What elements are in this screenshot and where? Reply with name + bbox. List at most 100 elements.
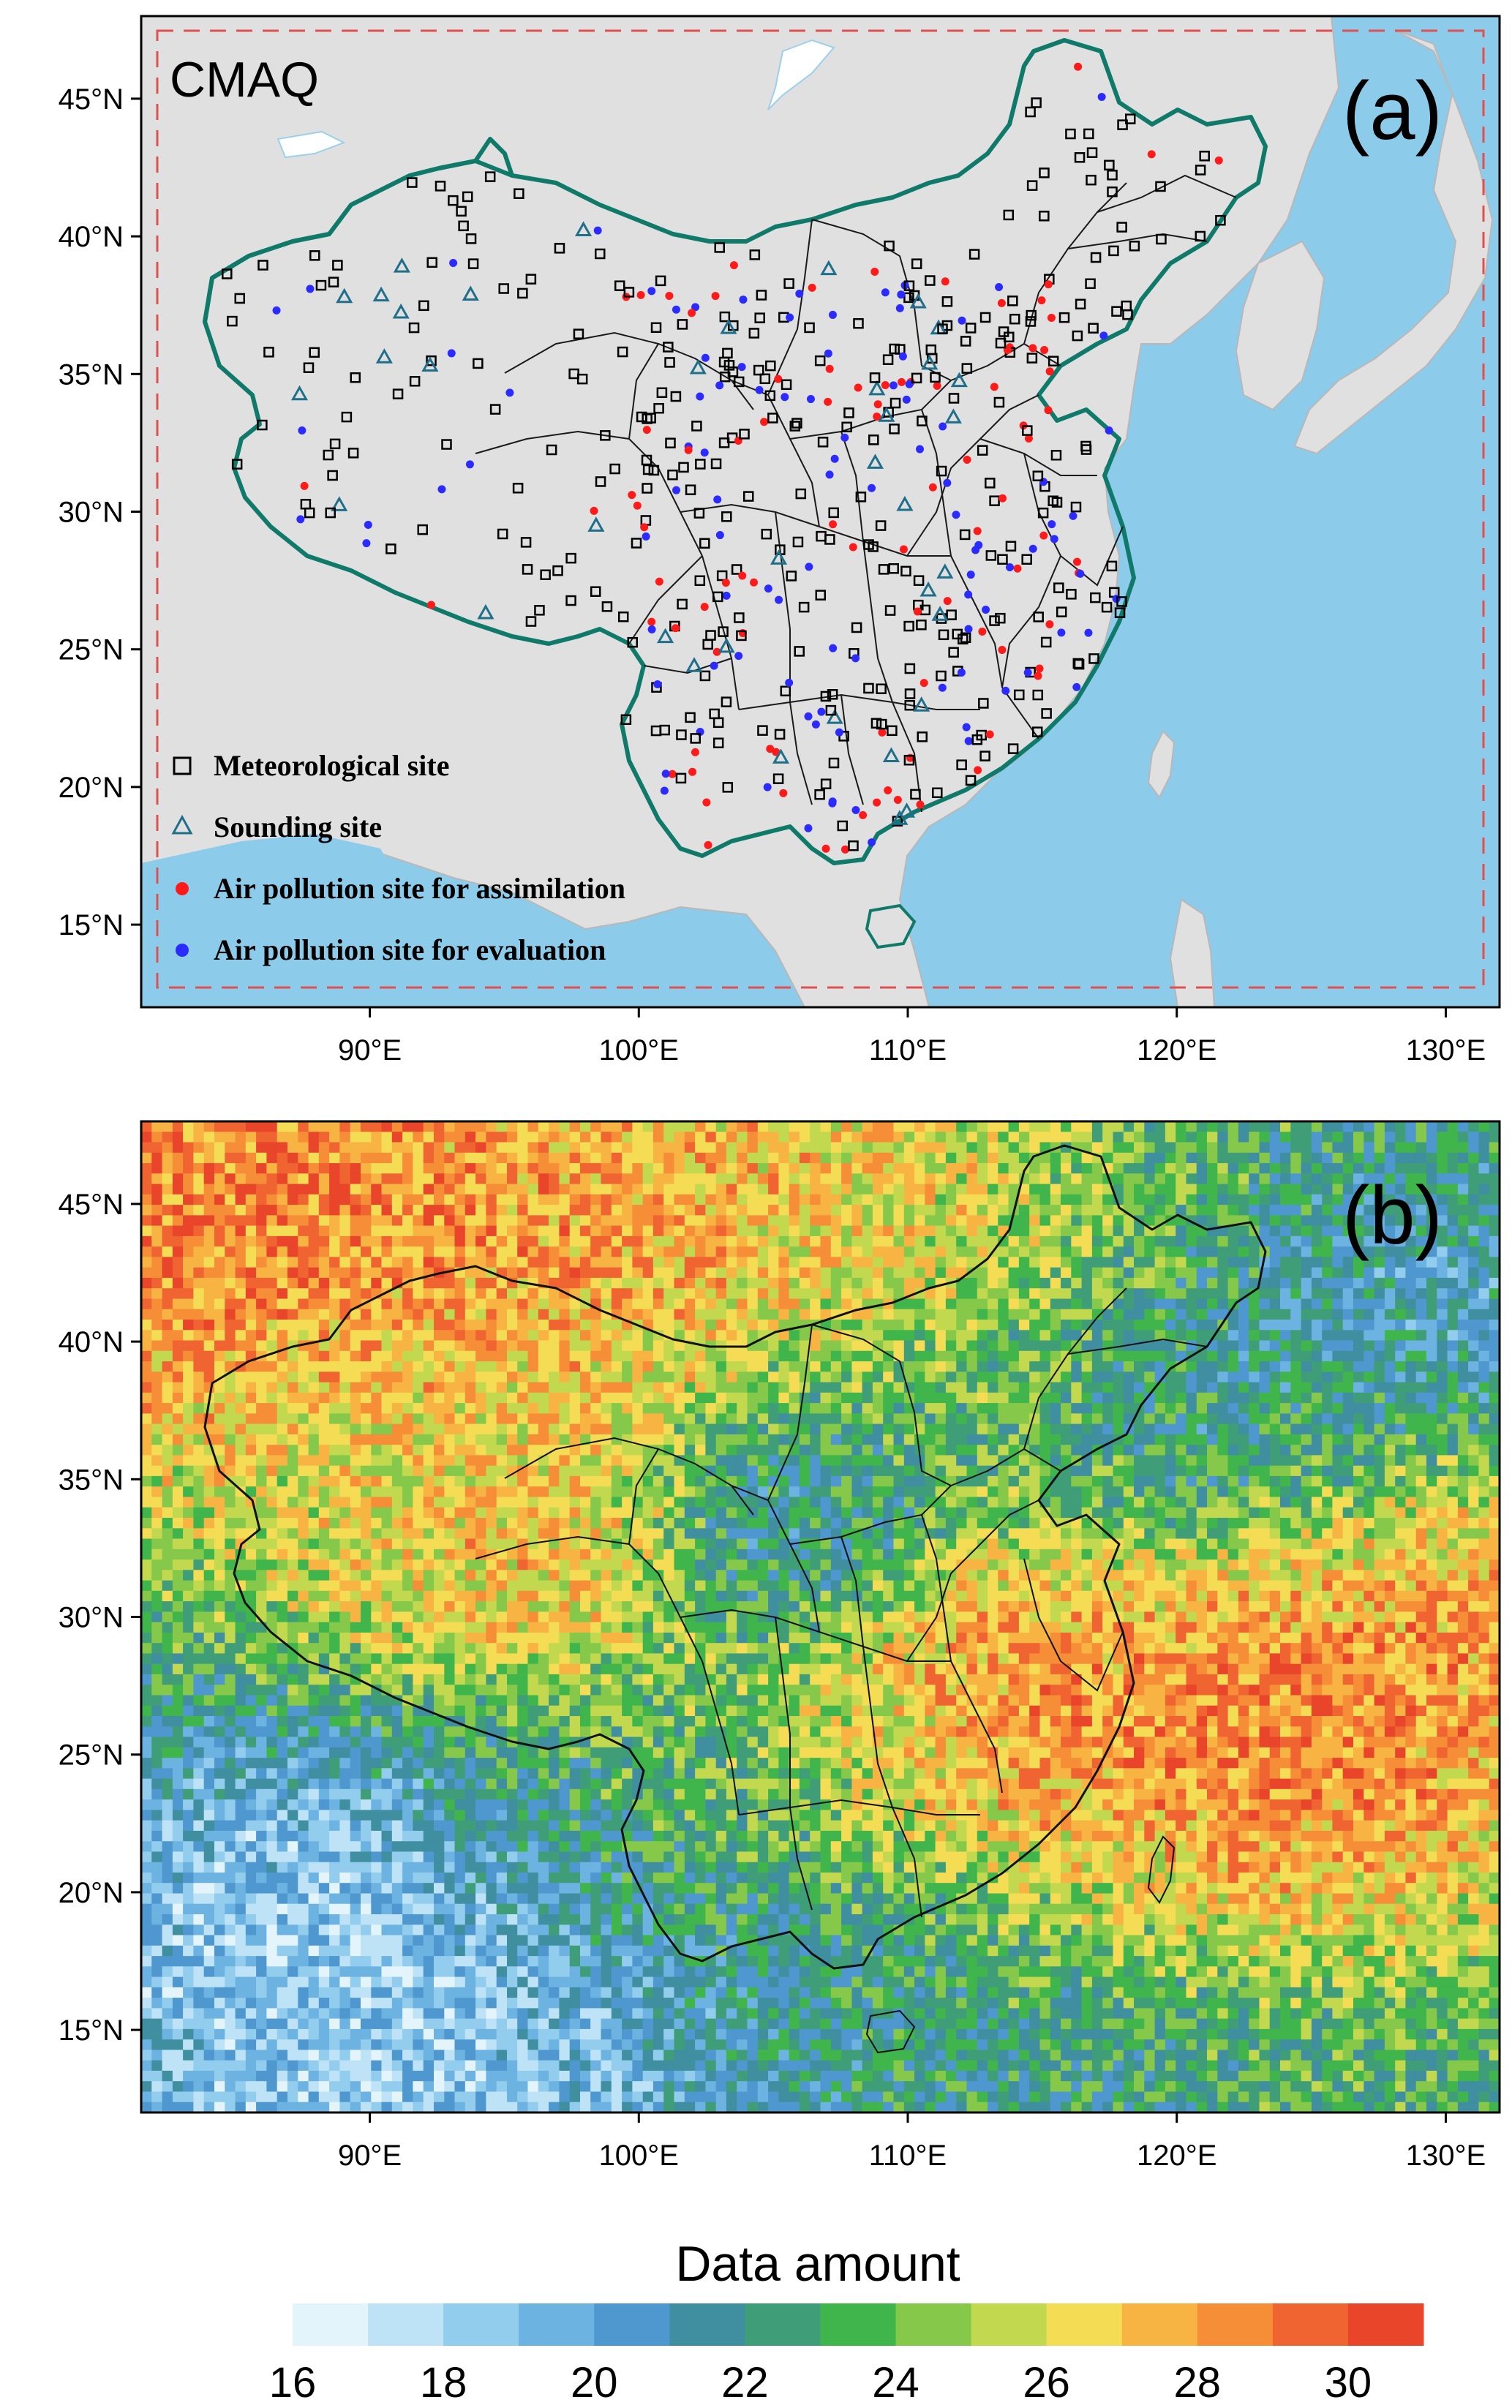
heatmap-cell: [549, 1205, 560, 1216]
heatmap-cell: [883, 1330, 894, 1341]
heatmap-cell: [214, 1194, 225, 1205]
assimilation-site: [722, 579, 730, 587]
heatmap-cell: [831, 1382, 842, 1393]
heatmap-cell: [141, 1246, 152, 1257]
heatmap-cell: [810, 1466, 821, 1477]
heatmap-cell: [1165, 1257, 1176, 1268]
heatmap-cell: [977, 1361, 988, 1372]
heatmap-cell: [821, 1215, 832, 1226]
heatmap-cell: [1102, 1403, 1113, 1414]
heatmap-cell: [392, 1413, 403, 1424]
heatmap-cell: [601, 1163, 612, 1174]
heatmap-cell: [1176, 1132, 1186, 1143]
heatmap-cell: [329, 1194, 340, 1205]
heatmap-cell: [705, 1268, 716, 1279]
heatmap-cell: [758, 1361, 769, 1372]
heatmap-cell: [841, 1163, 852, 1174]
heatmap-cell: [151, 1455, 162, 1466]
lat-tick-label: 40°N: [59, 221, 124, 253]
heatmap-cell: [810, 1153, 821, 1164]
evaluation-site: [298, 426, 306, 434]
heatmap-cell: [685, 1403, 696, 1414]
heatmap-cell: [465, 1268, 476, 1279]
heatmap-cell: [528, 1121, 539, 1132]
heatmap-cell: [193, 1257, 204, 1268]
heatmap-cell: [1280, 1121, 1291, 1132]
heatmap-cell: [465, 1163, 476, 1174]
heatmap-cell: [1029, 1341, 1040, 1352]
heatmap-cell: [663, 1288, 674, 1299]
heatmap-cell: [413, 1372, 424, 1382]
heatmap-cell: [685, 1372, 696, 1382]
heatmap-cell: [236, 1434, 247, 1445]
heatmap-cell: [883, 1309, 894, 1320]
heatmap-cell: [726, 1445, 737, 1456]
heatmap-cell: [528, 1372, 539, 1382]
heatmap-cell: [883, 1257, 894, 1268]
heatmap-cell: [1260, 1226, 1271, 1237]
heatmap-cell: [486, 1184, 497, 1195]
heatmap-cell: [1134, 1445, 1145, 1456]
heatmap-cell: [1448, 1309, 1459, 1320]
evaluation-site: [738, 363, 746, 371]
heatmap-cell: [1301, 1173, 1312, 1184]
heatmap-cell: [183, 1278, 194, 1289]
heatmap-cell: [1029, 1361, 1040, 1372]
heatmap-cell: [821, 1268, 832, 1279]
heatmap-cell: [674, 1309, 685, 1320]
heatmap-cell: [424, 1215, 435, 1226]
heatmap-cell: [789, 1299, 800, 1310]
heatmap-cell: [810, 1215, 821, 1226]
heatmap-cell: [1332, 1351, 1343, 1362]
legend-label-meteorological: Meteorological site: [214, 749, 449, 782]
heatmap-cell: [465, 1215, 476, 1226]
heatmap-cell: [424, 1455, 435, 1466]
heatmap-cell: [141, 1455, 152, 1466]
heatmap-cell: [475, 1236, 486, 1247]
heatmap-cell: [1029, 1246, 1040, 1257]
heatmap-cell: [444, 1424, 455, 1435]
heatmap-cell: [685, 1466, 696, 1477]
heatmap-cell: [475, 1320, 486, 1331]
heatmap-cell: [287, 1268, 298, 1279]
heatmap-cell: [528, 1173, 539, 1184]
heatmap-cell: [1165, 1246, 1176, 1257]
heatmap-cell: [1260, 1163, 1271, 1174]
heatmap-cell: [758, 1236, 769, 1247]
heatmap-cell: [904, 1215, 915, 1226]
heatmap-cell: [1040, 1132, 1051, 1143]
heatmap-cell: [1113, 1143, 1124, 1154]
heatmap-cell: [851, 1288, 862, 1299]
heatmap-cell: [1312, 1132, 1323, 1143]
heatmap-cell: [685, 1257, 696, 1268]
heatmap-cell: [936, 1320, 947, 1331]
heatmap-cell: [319, 1466, 330, 1477]
heatmap-cell: [382, 1413, 393, 1424]
heatmap-cell: [1270, 1205, 1281, 1216]
heatmap-cell: [737, 1288, 748, 1299]
heatmap-cell: [800, 1424, 810, 1435]
heatmap-cell: [612, 1288, 623, 1299]
heatmap-cell: [1102, 1330, 1113, 1341]
heatmap-cell: [705, 1173, 716, 1184]
heatmap-cell: [998, 1445, 1009, 1456]
heatmap-cell: [1238, 1351, 1249, 1362]
heatmap-cell: [789, 1309, 800, 1320]
heatmap-cell: [967, 1194, 978, 1205]
heatmap-cell: [778, 1226, 789, 1237]
heatmap-cell: [183, 1173, 194, 1184]
assimilation-site: [849, 543, 857, 552]
heatmap-cell: [1322, 1393, 1333, 1404]
heatmap-cell: [663, 1393, 674, 1404]
heatmap-cell: [339, 1153, 350, 1164]
heatmap-cell: [632, 1361, 643, 1372]
heatmap-cell: [1082, 1382, 1093, 1393]
heatmap-cell: [590, 1320, 601, 1331]
heatmap-cell: [465, 1393, 476, 1404]
heatmap-cell: [1176, 1434, 1186, 1445]
heatmap-cell: [444, 1466, 455, 1477]
heatmap-cell: [1332, 1341, 1343, 1352]
heatmap-cell: [601, 1215, 612, 1226]
heatmap-cell: [778, 1153, 789, 1164]
heatmap-cell: [444, 1382, 455, 1393]
